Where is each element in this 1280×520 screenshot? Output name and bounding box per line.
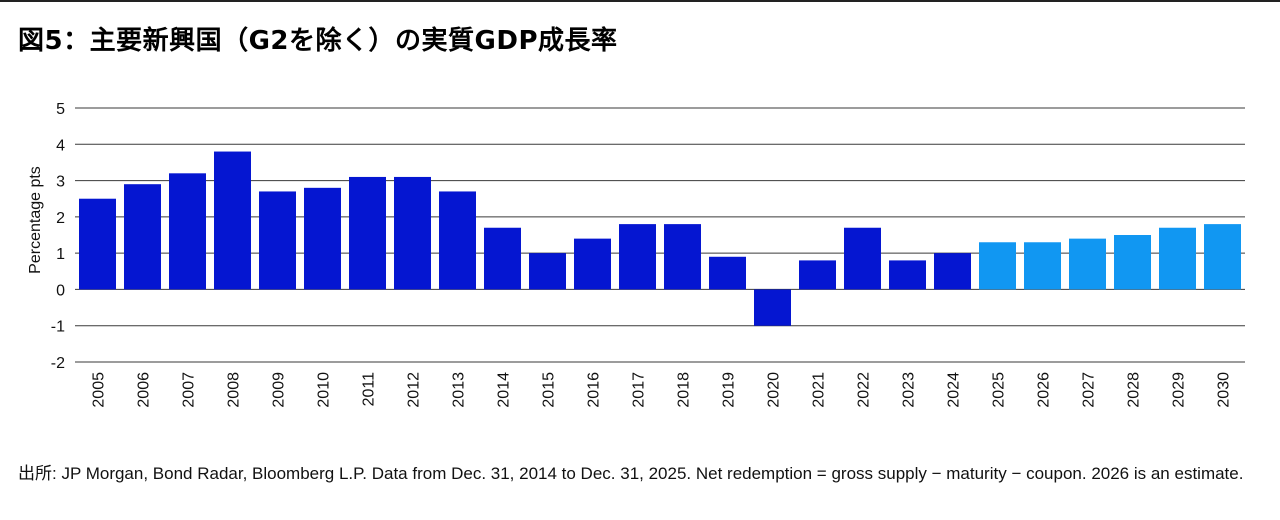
bar-2014 [484,227,521,290]
x-tick-label: 2022 [856,372,873,408]
bar-2017 [619,224,656,290]
y-tick-label: -1 [51,319,65,336]
bar-2007 [169,173,206,290]
x-tick-label: 2013 [451,372,468,408]
bar-2013 [439,191,476,290]
bar-2016 [574,238,611,290]
x-tick-label: 2008 [226,372,243,408]
bar-2028 [1114,235,1151,290]
bar-2018 [664,224,701,290]
x-tick-label: 2018 [676,372,693,408]
x-tick-label: 2030 [1216,372,1233,408]
x-tick-label: 2029 [1171,372,1188,408]
bar-2006 [124,184,161,290]
bar-2015 [529,253,566,290]
bar-2027 [1069,238,1106,290]
x-tick-label: 2012 [406,372,423,408]
x-tick-label: 2011 [361,372,378,407]
x-tick-label: 2020 [766,372,783,408]
x-tick-label: 2024 [946,372,963,408]
bar-2023 [889,260,926,290]
x-tick-label: 2015 [541,372,558,408]
y-tick-label: 3 [56,174,65,191]
y-tick-label: 5 [56,101,65,118]
x-tick-label: 2005 [91,372,108,408]
bar-2024 [934,253,971,290]
y-axis-label: Percentage pts [27,166,44,274]
bar-2026 [1024,242,1061,290]
x-tick-label: 2027 [1081,372,1098,408]
bar-2022 [844,227,881,290]
bar-2012 [394,176,431,290]
y-tick-label: 2 [56,210,65,227]
x-tick-label: 2026 [1036,372,1053,408]
x-tick-label: 2025 [991,372,1008,408]
x-tick-label: 2016 [586,372,603,408]
x-tick-label: 2019 [721,372,738,408]
bar-2011 [349,176,386,290]
x-tick-label: 2006 [136,372,153,408]
source-footnote: 出所: JP Morgan, Bond Radar, Bloomberg L.P… [18,464,1244,483]
bar-2025 [979,242,1016,290]
x-tick-label: 2023 [901,372,918,408]
bar-2019 [709,256,746,290]
bar-2009 [259,191,296,290]
gdp-bar-chart: 5 4 3 2 1 0 -1 -2 Percentage pts 2005 2006 2007 2008… [27,101,1245,408]
x-tick-label: 2017 [631,372,648,408]
top-rule [0,0,1280,2]
bar-2029 [1159,227,1196,290]
bar-2020 [754,289,791,326]
x-tick-label: 2007 [181,372,198,408]
x-tick-label: 2028 [1126,372,1143,408]
x-tick-label: 2021 [811,372,828,408]
bar-2030 [1204,224,1241,290]
y-tick-label: -2 [51,355,65,372]
y-tick-label: 0 [56,282,65,299]
bar-2021 [799,260,836,290]
bar-2008 [214,151,251,290]
bar-2010 [304,187,341,290]
bar-2005 [79,198,116,290]
y-tick-label: 4 [56,137,65,154]
x-tick-label: 2010 [316,372,333,408]
chart-title: 図5：主要新興国（G2を除く）の実質GDP成長率 [18,26,618,56]
y-tick-label: 1 [56,246,65,263]
x-tick-label: 2009 [271,372,288,408]
x-tick-label: 2014 [496,372,513,408]
